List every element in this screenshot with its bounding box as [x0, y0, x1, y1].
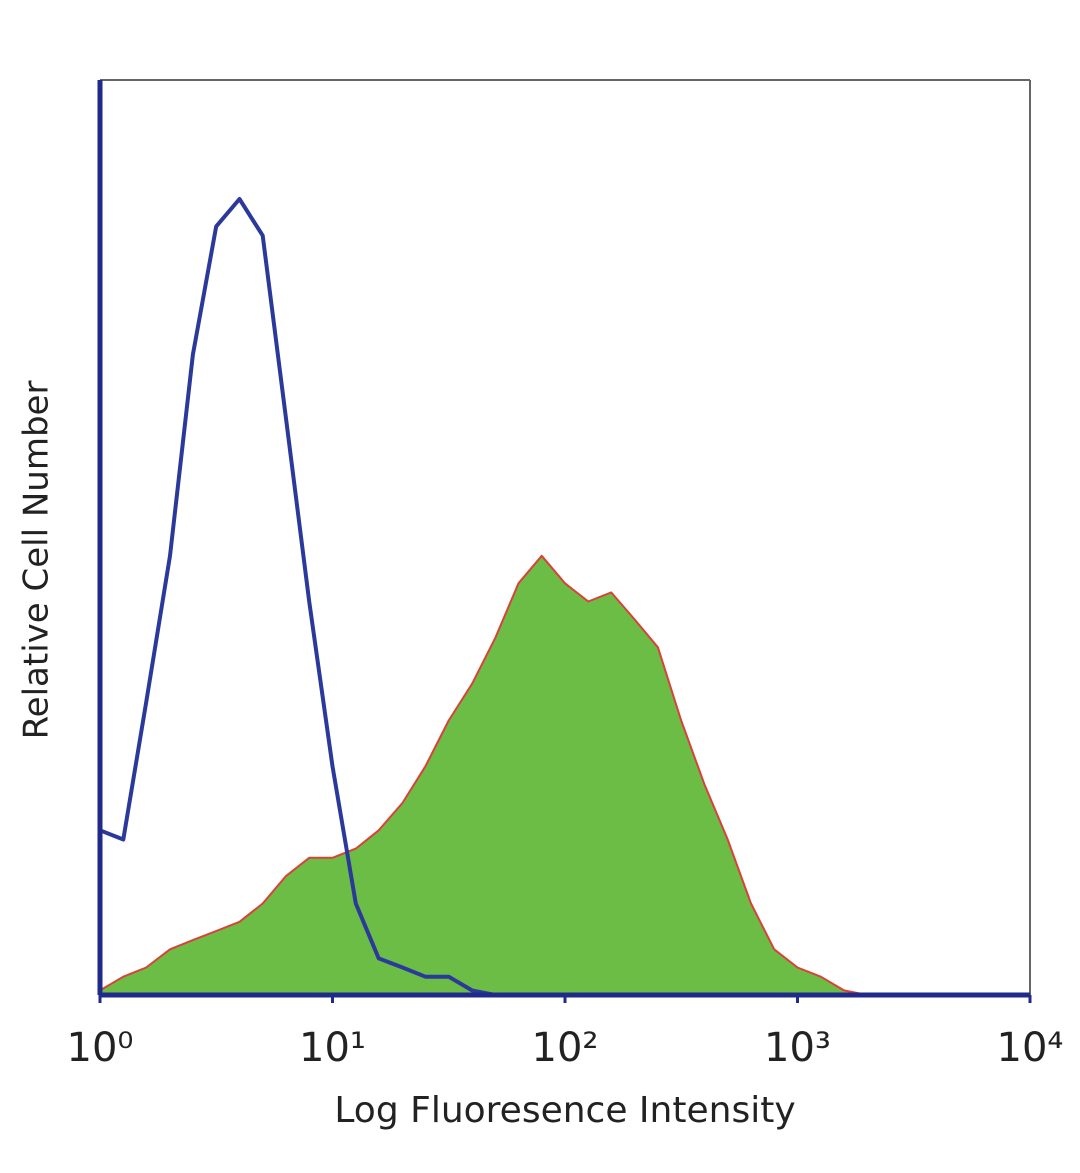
- x-tick-label: 10⁴: [997, 1025, 1064, 1071]
- x-axis-label: Log Fluoresence Intensity: [334, 1090, 795, 1131]
- x-tick-label: 10³: [764, 1025, 831, 1071]
- y-axis-label: Relative Cell Number: [17, 381, 57, 740]
- x-tick-label: 10¹: [299, 1025, 366, 1071]
- histogram-area: [99, 554, 1031, 996]
- x-tick-label: 10⁰: [67, 1025, 134, 1071]
- x-tick-label: 10²: [532, 1025, 599, 1071]
